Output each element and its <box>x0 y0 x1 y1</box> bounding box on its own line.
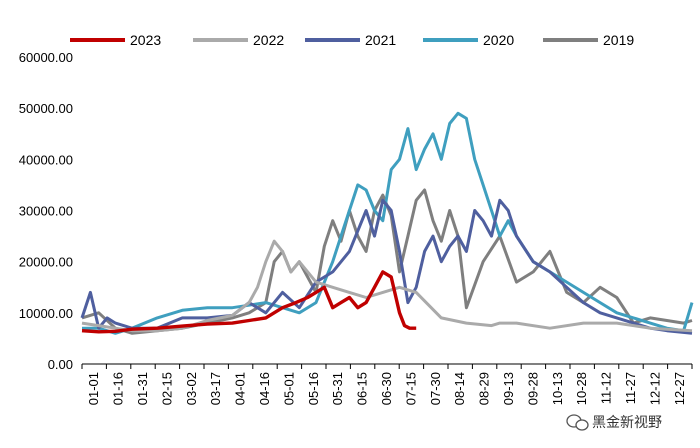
x-tick-label: 01-01 <box>86 372 101 405</box>
series-line-2021 <box>80 198 693 335</box>
x-tick-label: 03-02 <box>184 372 199 405</box>
series-line-2023 <box>81 270 417 334</box>
x-tick-label: 08-14 <box>452 372 467 405</box>
legend: 2023 2022 2021 2020 2019 <box>70 32 634 48</box>
x-tick-label: 08-29 <box>477 372 492 405</box>
x-tick-label: 06-30 <box>379 372 394 405</box>
x-tick-label: 12-27 <box>672 372 687 405</box>
x-tick-label: 02-15 <box>159 372 174 405</box>
y-tick-label: 40000.00 <box>19 152 73 167</box>
legend-label-2023: 2023 <box>130 32 161 48</box>
y-tick-label: 60000.00 <box>19 50 73 65</box>
x-tick-label: 12-12 <box>647 372 662 405</box>
x-tick-label: 11-27 <box>623 372 638 404</box>
legend-label-2021: 2021 <box>365 32 396 48</box>
y-axis: 0.00 10000.00 20000.00 30000.00 40000.00 5000… <box>19 50 73 372</box>
x-tick-label: 01-31 <box>135 372 150 405</box>
y-tick-label: 50000.00 <box>19 101 73 116</box>
x-tick-label: 04-16 <box>257 372 272 405</box>
legend-label-2020: 2020 <box>483 32 514 48</box>
x-tick-label: 06-15 <box>355 372 370 405</box>
y-tick-label: 10000.00 <box>19 306 73 321</box>
x-tick-label: 01-16 <box>111 372 126 405</box>
legend-label-2022: 2022 <box>253 32 284 48</box>
x-tick-label: 11-12 <box>599 372 614 404</box>
x-tick-label: 09-28 <box>525 372 540 405</box>
x-tick-label: 05-01 <box>281 372 296 405</box>
series-line-2020 <box>82 111 694 335</box>
watermark-text: 黑金新视野 <box>592 415 662 431</box>
x-tick-label: 07-30 <box>428 372 443 405</box>
x-tick-label: 10-13 <box>550 372 565 405</box>
y-tick-label: 0.00 <box>48 357 73 372</box>
x-tick-label: 10-28 <box>574 372 589 405</box>
x-tick-label: 09-13 <box>501 372 516 405</box>
plot-lines <box>80 111 694 335</box>
x-tick-label: 03-17 <box>208 372 223 405</box>
watermark: 黑金新视野 <box>566 414 662 431</box>
y-tick-label: 30000.00 <box>19 204 73 219</box>
legend-label-2019: 2019 <box>603 32 634 48</box>
x-tick-label: 04-01 <box>233 372 248 405</box>
x-axis: 01-01 01-16 01-31 02-15 03-02 03-17 04-01 04-16… <box>81 363 693 405</box>
wechat-bubble-icon <box>566 414 589 431</box>
y-tick-label: 20000.00 <box>19 255 73 270</box>
x-tick-label: 05-31 <box>330 372 345 405</box>
x-tick-label: 07-15 <box>403 372 418 405</box>
x-tick-label: 05-16 <box>306 372 321 405</box>
